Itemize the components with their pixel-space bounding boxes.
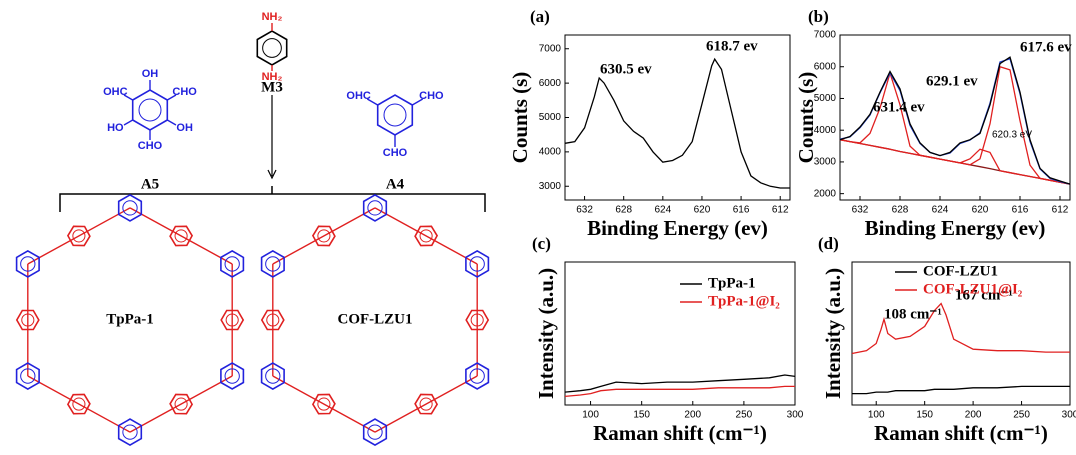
linker [28, 208, 130, 264]
bond [167, 120, 176, 125]
chem-label: NH₂ [262, 11, 283, 23]
legend-label: TpPa-1 [708, 275, 756, 291]
annotation: 617.6 ev [1020, 39, 1072, 55]
page: {"diagram": {"a5_labels": ["OH", "CHO", … [0, 0, 1076, 455]
annotation: 618.7 ev [706, 38, 758, 54]
chem-label: CHO [419, 90, 444, 102]
x-tick-label: 632 [852, 205, 869, 216]
x-tick-label: 150 [916, 410, 933, 421]
data-line [852, 386, 1070, 393]
linker [130, 376, 232, 432]
x-tick-label: 628 [892, 205, 909, 216]
chem-label: CHO [172, 86, 197, 98]
x-tick-label: 300 [1062, 410, 1076, 421]
framework-label: TpPa-1 [106, 311, 154, 327]
plot-frame [840, 35, 1070, 200]
y-tick-label: 2000 [814, 188, 837, 199]
x-axis-label: Raman shift (cm⁻¹) [874, 421, 1048, 445]
x-tick-label: 250 [1013, 410, 1030, 421]
data-line [565, 386, 795, 396]
chem-label: OHC [346, 90, 371, 102]
chem-label: CHO [383, 147, 408, 159]
y-tick-label: 5000 [814, 93, 837, 104]
legend-label: COF-LZU1 [923, 263, 998, 279]
ring-inner [139, 99, 161, 121]
chem-label: OH [142, 68, 159, 80]
ring [378, 95, 413, 135]
annotation: 629.1 ev [926, 73, 978, 89]
y-tick-label: 4000 [814, 125, 837, 136]
ring [133, 90, 168, 130]
x-axis-label: Binding Energy (ev) [587, 216, 768, 240]
ring-inner [263, 39, 282, 58]
arrow [268, 95, 276, 178]
chem-label: OH [176, 122, 193, 134]
panel-title: (d) [818, 234, 839, 253]
x-tick-label: 150 [633, 410, 650, 421]
annotation: 108 cm⁻¹ [884, 306, 942, 322]
y-axis-label: Intensity (a.u.) [534, 268, 558, 399]
bond [124, 120, 133, 125]
x-tick-label: 100 [582, 410, 599, 421]
x-tick-label: 612 [1052, 205, 1069, 216]
x-tick-label: 200 [965, 410, 982, 421]
y-axis-label: Counts (s) [794, 72, 818, 164]
y-axis-label: Intensity (a.u.) [821, 268, 845, 399]
y-tick-label: 6000 [539, 78, 562, 89]
linker [130, 208, 232, 264]
annotation: 631.4 ev [873, 99, 925, 115]
x-tick-label: 250 [736, 410, 753, 421]
linker [273, 376, 375, 432]
x-tick-label: 620 [972, 205, 989, 216]
chem-label: HO [107, 122, 124, 134]
x-tick-label: 612 [772, 205, 789, 216]
x-tick-label: 100 [868, 410, 885, 421]
y-tick-label: 6000 [814, 61, 837, 72]
chem-label: CHO [138, 140, 163, 152]
x-axis-label: Binding Energy (ev) [865, 216, 1046, 240]
x-tick-label: 616 [733, 205, 750, 216]
framework-label: COF-LZU1 [338, 311, 413, 327]
y-axis-label: Counts (s) [508, 72, 532, 164]
panel-title: (a) [530, 7, 550, 26]
x-axis-label: Raman shift (cm⁻¹) [593, 421, 767, 445]
legend-label: TpPa-1@I₂ [708, 293, 780, 309]
linker [375, 208, 477, 264]
x-tick-label: 620 [694, 205, 711, 216]
y-tick-label: 7000 [539, 43, 562, 54]
panel-title: (c) [532, 234, 551, 253]
x-tick-label: 624 [654, 205, 671, 216]
figure: A5 M3 A4 TpPa-1 COF-LZU1 OHCHOOHCHOOHCHO… [0, 0, 1076, 455]
ring [257, 31, 286, 65]
chem-label: NH₂ [262, 71, 283, 83]
monomer-label: A5 [141, 176, 159, 192]
x-tick-label: 624 [932, 205, 949, 216]
x-tick-label: 300 [787, 410, 804, 421]
linker [273, 208, 375, 264]
x-tick-label: 628 [615, 205, 632, 216]
y-tick-label: 7000 [814, 30, 837, 41]
annotation: 620.3 eV [992, 130, 1032, 141]
linker [375, 376, 477, 432]
data-line [565, 59, 790, 188]
panel-title: (b) [808, 7, 829, 26]
annotation: 630.5 ev [600, 61, 652, 77]
x-tick-label: 200 [684, 410, 701, 421]
linker [28, 376, 130, 432]
y-tick-label: 3000 [539, 181, 562, 192]
y-tick-label: 3000 [814, 157, 837, 168]
x-tick-label: 616 [1012, 205, 1029, 216]
y-tick-label: 4000 [539, 147, 562, 158]
chem-label: OHC [103, 86, 128, 98]
x-tick-label: 632 [576, 205, 593, 216]
data-line [840, 73, 1070, 184]
y-tick-label: 5000 [539, 112, 562, 123]
ring-inner [384, 104, 406, 126]
monomer-label: A4 [386, 176, 405, 192]
legend-label: COF-LZU1@I₂ [923, 281, 1023, 297]
plot-frame [565, 35, 790, 200]
